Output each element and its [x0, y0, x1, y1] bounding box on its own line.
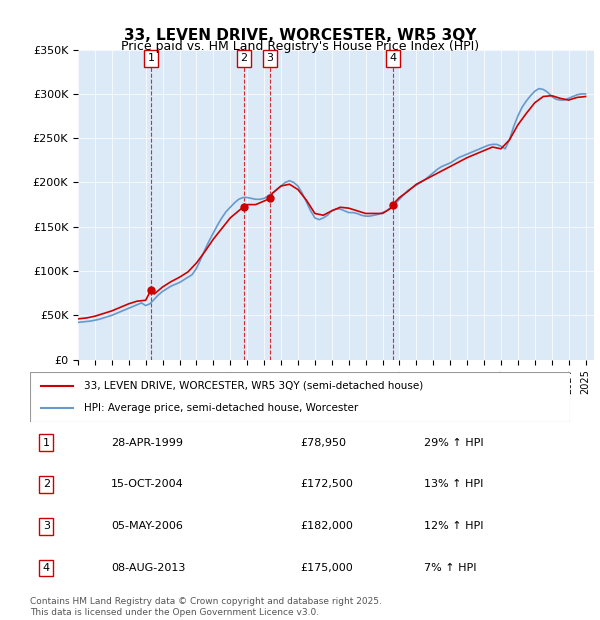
Text: £78,950: £78,950 [300, 438, 346, 448]
FancyBboxPatch shape [30, 372, 570, 422]
Text: 4: 4 [43, 563, 50, 573]
Text: 33, LEVEN DRIVE, WORCESTER, WR5 3QY: 33, LEVEN DRIVE, WORCESTER, WR5 3QY [124, 28, 476, 43]
Text: 1: 1 [148, 53, 155, 63]
Text: 15-OCT-2004: 15-OCT-2004 [111, 479, 184, 489]
Text: 12% ↑ HPI: 12% ↑ HPI [424, 521, 484, 531]
Text: 2: 2 [43, 479, 50, 489]
Text: 28-APR-1999: 28-APR-1999 [111, 438, 183, 448]
Text: 7% ↑ HPI: 7% ↑ HPI [424, 563, 476, 573]
Text: 4: 4 [389, 53, 396, 63]
Text: 3: 3 [43, 521, 50, 531]
Text: Contains HM Land Registry data © Crown copyright and database right 2025.
This d: Contains HM Land Registry data © Crown c… [30, 598, 382, 617]
Text: 29% ↑ HPI: 29% ↑ HPI [424, 438, 484, 448]
Text: Price paid vs. HM Land Registry's House Price Index (HPI): Price paid vs. HM Land Registry's House … [121, 40, 479, 53]
Text: HPI: Average price, semi-detached house, Worcester: HPI: Average price, semi-detached house,… [84, 403, 358, 413]
Text: 2: 2 [240, 53, 247, 63]
Text: 08-AUG-2013: 08-AUG-2013 [111, 563, 185, 573]
Text: £182,000: £182,000 [300, 521, 353, 531]
Text: £175,000: £175,000 [300, 563, 353, 573]
Text: 33, LEVEN DRIVE, WORCESTER, WR5 3QY (semi-detached house): 33, LEVEN DRIVE, WORCESTER, WR5 3QY (sem… [84, 381, 423, 391]
Text: 13% ↑ HPI: 13% ↑ HPI [424, 479, 484, 489]
Text: 05-MAY-2006: 05-MAY-2006 [111, 521, 183, 531]
Text: £172,500: £172,500 [300, 479, 353, 489]
Text: 1: 1 [43, 438, 50, 448]
Text: 3: 3 [266, 53, 274, 63]
